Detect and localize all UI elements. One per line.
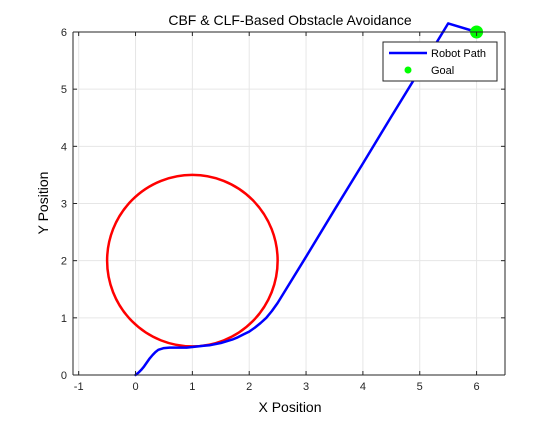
y-tick-label: 4	[61, 141, 67, 153]
y-tick-label: 3	[61, 199, 67, 211]
x-axis-label: X Position	[258, 399, 321, 415]
x-tick-label: -1	[74, 381, 84, 393]
x-tick-label: 6	[474, 381, 480, 393]
tick-labels: -1 0 1 2 3 4 5 6 0 1 2 3 4 5 6	[61, 27, 480, 393]
x-tick-label: 4	[360, 381, 366, 393]
y-tick-label: 1	[61, 313, 67, 325]
legend-label: Robot Path	[431, 48, 486, 60]
legend-box	[382, 41, 498, 82]
x-tick-label: 5	[417, 381, 423, 393]
chart-title: CBF & CLF-Based Obstacle Avoidance	[168, 12, 412, 28]
x-tick-label: 1	[189, 381, 195, 393]
x-tick-label: 3	[303, 381, 309, 393]
legend: Robot Path Goal	[382, 41, 498, 82]
y-tick-label: 5	[61, 84, 67, 96]
legend-label: Goal	[431, 65, 454, 77]
axes	[72, 31, 506, 376]
x-tick-label: 2	[246, 381, 252, 393]
y-axis-label: Y Position	[35, 172, 51, 235]
y-tick-label: 6	[61, 27, 67, 39]
x-tick-label: 0	[132, 381, 138, 393]
y-tick-label: 2	[61, 256, 67, 268]
legend-swatch-goal	[404, 66, 412, 74]
y-tick-label: 0	[61, 370, 67, 382]
robot-path-line	[134, 22, 478, 377]
grid	[73, 31, 505, 376]
